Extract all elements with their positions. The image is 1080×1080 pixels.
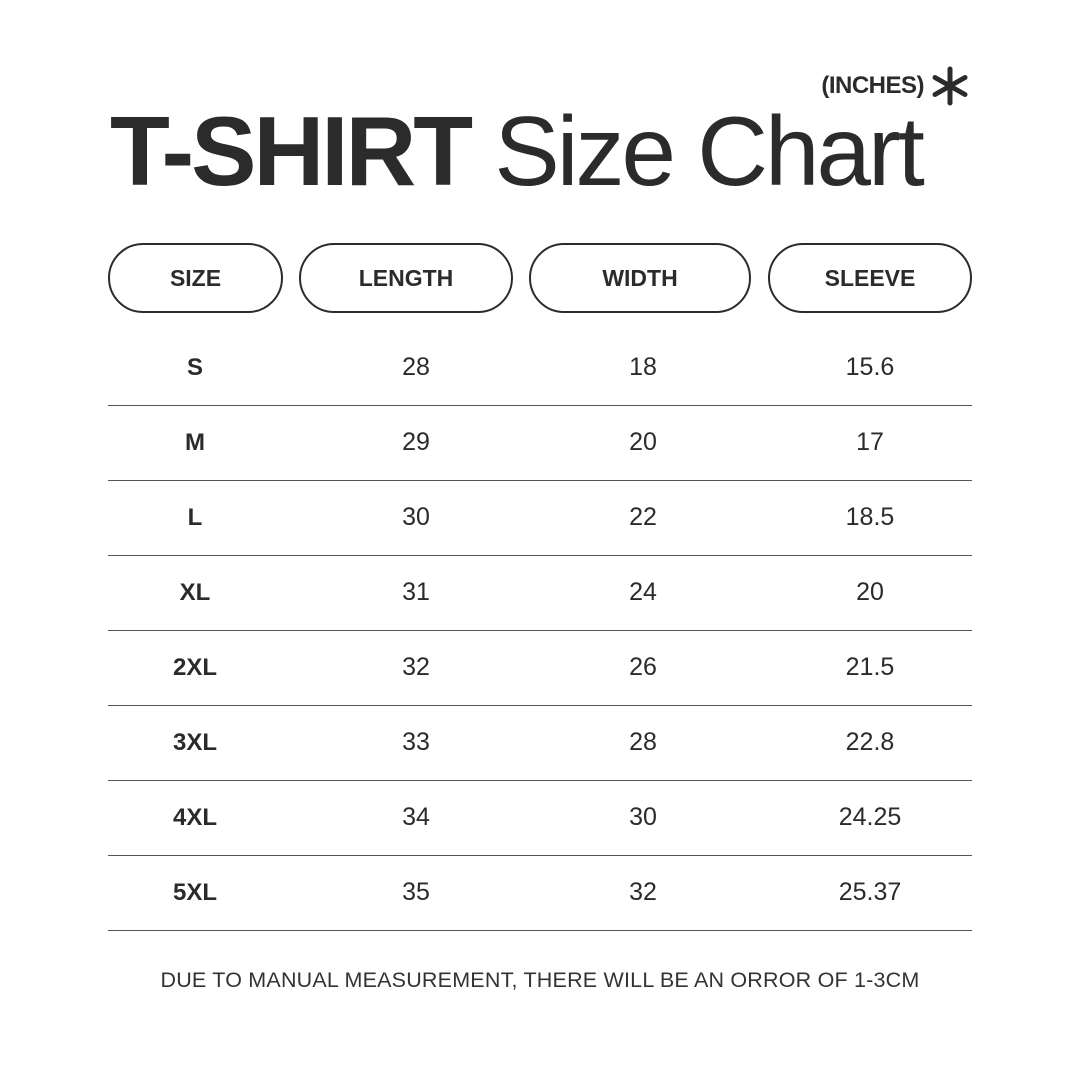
measurement-note: DUE TO MANUAL MEASUREMENT, THERE WILL BE…: [160, 968, 920, 992]
cell-sleeve: 21.5: [845, 653, 895, 681]
units-label: (INCHES): [821, 66, 970, 106]
cell-length: 33: [402, 728, 430, 756]
page-title: T-SHIRT Size Chart: [110, 96, 925, 206]
cell-width: 22: [629, 503, 657, 531]
cell-width: 24: [629, 578, 657, 606]
cell-size: 2XL: [172, 653, 217, 681]
cell-length: 28: [402, 353, 430, 381]
cell-width: 30: [629, 803, 657, 831]
title-bold: T-SHIRT: [110, 96, 473, 206]
table-row: 4XL 34 30 24.25: [108, 780, 972, 856]
table-row: S 28 18 15.6: [108, 330, 972, 406]
title-light: Size Chart: [494, 96, 925, 206]
table-row: 3XL 33 28 22.8: [108, 705, 972, 781]
cell-size: M: [185, 428, 205, 456]
cell-length: 34: [402, 803, 430, 831]
table-row: 2XL 32 26 21.5: [108, 630, 972, 706]
cell-width: 20: [629, 428, 657, 456]
cell-sleeve: 22.8: [845, 728, 895, 756]
cell-sleeve: 25.37: [838, 878, 902, 906]
cell-sleeve: 18.5: [845, 503, 895, 531]
cell-size: L: [187, 503, 203, 531]
table-row: XL 31 24 20: [108, 555, 972, 631]
cell-length: 35: [402, 878, 430, 906]
cell-sleeve: 24.25: [838, 803, 902, 831]
asterisk-icon: [932, 66, 968, 106]
cell-size: 4XL: [172, 803, 217, 831]
cell-size: 3XL: [172, 728, 217, 756]
cell-width: 18: [629, 353, 657, 381]
cell-sleeve: 20: [856, 578, 884, 606]
cell-sleeve: 17: [856, 428, 884, 456]
column-header-size: SIZE: [108, 243, 283, 313]
table-row: 5XL 35 32 25.37: [108, 855, 972, 931]
column-header-width: WIDTH: [529, 243, 751, 313]
cell-size: 5XL: [172, 878, 217, 906]
cell-width: 26: [629, 653, 657, 681]
cell-width: 32: [629, 878, 657, 906]
cell-size: XL: [179, 578, 211, 606]
cell-length: 32: [402, 653, 430, 681]
cell-length: 31: [402, 578, 430, 606]
column-header-sleeve: SLEEVE: [768, 243, 972, 313]
cell-size: S: [186, 353, 203, 381]
cell-sleeve: 15.6: [845, 353, 895, 381]
table-row: M 29 20 17: [108, 405, 972, 481]
table-row: L 30 22 18.5: [108, 480, 972, 556]
units-text: (INCHES): [821, 72, 924, 99]
cell-length: 30: [402, 503, 430, 531]
column-header-length: LENGTH: [299, 243, 513, 313]
cell-length: 29: [402, 428, 430, 456]
cell-width: 28: [629, 728, 657, 756]
